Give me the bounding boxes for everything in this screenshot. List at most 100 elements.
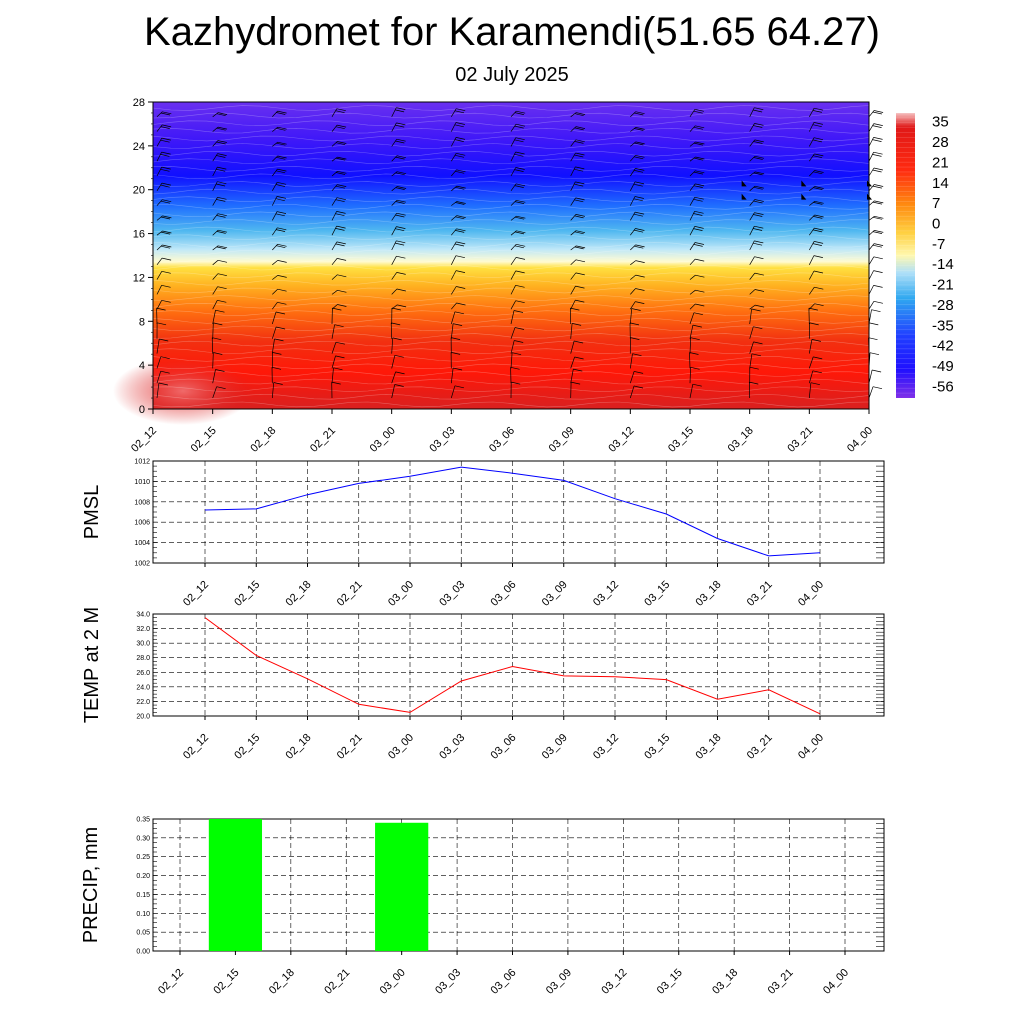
wind-barb	[156, 299, 171, 310]
wind-barb	[809, 303, 824, 310]
wind-barb	[629, 308, 641, 325]
wind-barb	[868, 167, 883, 177]
wind-barb	[450, 352, 461, 369]
wind-barb	[510, 300, 525, 310]
wind-barb	[570, 340, 584, 354]
wind-pennant	[741, 180, 747, 187]
contour-line	[152, 226, 870, 233]
contour-line	[152, 272, 870, 279]
wind-barb	[212, 369, 225, 384]
contour-line	[152, 295, 870, 301]
wind-barb	[331, 197, 346, 206]
wind-barb	[809, 286, 824, 295]
wind-barb	[689, 226, 704, 236]
y-tick-label: 1008	[134, 499, 150, 506]
panel-frame	[152, 613, 885, 717]
wind-barb	[808, 370, 822, 384]
wind-barb	[510, 366, 520, 384]
wind-barb	[156, 244, 172, 251]
wind-barb	[272, 126, 287, 132]
wind-barb	[749, 107, 764, 117]
heatmap-warm-core	[113, 357, 253, 425]
wind-barb	[749, 326, 763, 339]
wind-barb	[271, 311, 286, 325]
colorbar-tick-label: -7	[932, 236, 945, 253]
wind-barb	[212, 229, 228, 236]
wind-barb	[809, 214, 824, 221]
wind-barb	[331, 304, 347, 310]
wind-barb	[570, 259, 586, 266]
wind-barb	[808, 356, 823, 369]
chart-title: Kazhydromet for Karamendi(51.65 64.27)	[144, 10, 880, 54]
wind-barb	[570, 356, 584, 369]
wind-barb	[749, 308, 761, 325]
contour-line	[152, 325, 870, 332]
wind-barb	[331, 258, 347, 266]
wind-barb	[689, 141, 705, 147]
wind-barb	[809, 200, 824, 206]
wind-barb	[331, 324, 344, 339]
wind-barb	[808, 322, 819, 339]
wind-barb	[689, 196, 704, 206]
wind-barb	[271, 382, 283, 399]
pmsl-line	[204, 466, 821, 557]
wind-barb	[156, 257, 172, 266]
wind-barb	[749, 225, 764, 236]
wind-barb	[156, 199, 172, 206]
wind-barb	[689, 125, 705, 132]
wind-barb	[689, 183, 705, 192]
x-tick-label: 02_18	[267, 967, 297, 997]
y-tick-label: 0.10	[136, 911, 150, 918]
wind-barb	[331, 307, 342, 325]
wind-barb	[391, 171, 407, 177]
wind-barb	[450, 122, 465, 132]
wind-barb	[212, 153, 227, 162]
contour-line	[152, 257, 870, 263]
x-tick-label: 02_15	[189, 425, 219, 455]
x-tick-label: 03_21	[745, 579, 775, 609]
y-tick-label: 1004	[134, 540, 150, 547]
contour-line	[152, 219, 870, 225]
wind-barb	[451, 185, 466, 192]
wind-barb	[391, 304, 407, 310]
wind-barb	[331, 241, 346, 251]
wind-barb	[156, 322, 167, 339]
x-tick-label: 03_00	[386, 732, 416, 762]
temp-line	[204, 617, 821, 715]
wind-barb	[156, 230, 172, 236]
wind-barb	[570, 272, 585, 280]
wind-barb	[391, 212, 406, 221]
contour-line	[152, 150, 870, 157]
wind-barb	[212, 309, 225, 325]
y-tick-label: 0.05	[136, 930, 150, 937]
wind-barb	[689, 337, 700, 354]
wind-barb	[570, 166, 585, 177]
wind-barb	[450, 367, 463, 384]
wind-barb	[749, 199, 764, 206]
wind-barb	[212, 196, 227, 206]
wind-barb	[868, 243, 884, 251]
contour-line	[152, 188, 870, 195]
y-tick-label: 22.0	[136, 699, 150, 706]
contour-line	[152, 105, 870, 111]
contour-line	[152, 234, 870, 241]
contour-line	[152, 211, 870, 218]
wind-barb	[450, 311, 464, 325]
wind-barb	[868, 184, 884, 192]
wind-barb	[272, 227, 287, 236]
wind-barb	[749, 272, 764, 280]
wind-barb	[331, 381, 341, 399]
temp-panel: 20.0 22.0 24.0 26.0 28.0 30.0 32.0 34.0 02_12 02_…	[81, 607, 885, 762]
wind-barb	[391, 155, 406, 162]
x-tick-label: 03_15	[655, 967, 685, 997]
wind-barb	[868, 309, 881, 325]
wind-barb	[272, 168, 287, 177]
wind-barb	[689, 156, 705, 162]
y-tick-label: 1006	[134, 520, 150, 527]
wind-barb	[271, 326, 286, 339]
colorbar-tick-label: -56	[932, 378, 954, 395]
wind-barb	[510, 340, 524, 354]
wind-barb	[271, 366, 282, 384]
wind-barb	[510, 215, 526, 221]
y-tick-label: 0.30	[136, 835, 150, 842]
